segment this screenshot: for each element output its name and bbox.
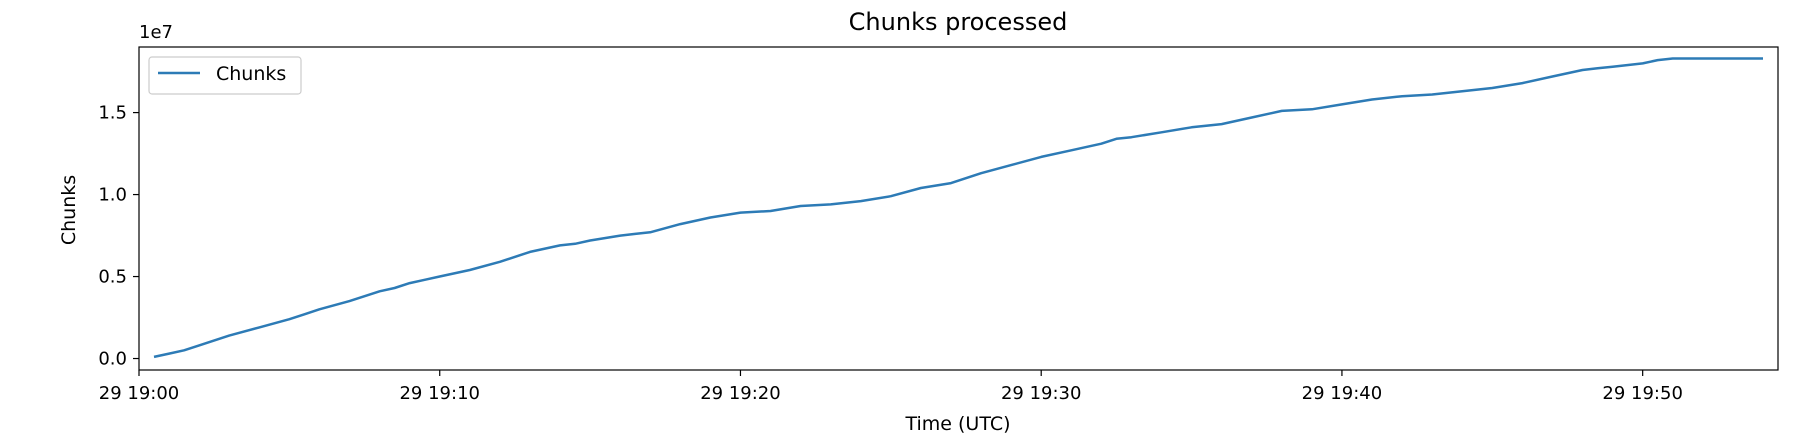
y-tick-label: 1.0: [98, 185, 127, 206]
y-tick-label: 1.5: [98, 103, 127, 124]
chart-title: Chunks processed: [849, 8, 1068, 36]
legend-box: [148, 56, 302, 95]
plot-frame: [138, 46, 1779, 371]
x-tick-label: 29 19:20: [700, 383, 781, 404]
x-tick-label: 29 19:00: [99, 383, 180, 404]
x-axis-label: Time (UTC): [904, 413, 1010, 435]
legend-label: Chunks: [216, 63, 286, 85]
legend: Chunks: [148, 56, 302, 95]
y-scale-label: 1e7: [139, 22, 173, 43]
series-line-0: [153, 57, 1763, 359]
y-tick-label: 0.5: [98, 267, 127, 288]
x-tick-label: 29 19:10: [399, 383, 480, 404]
y-tick-label: 0.0: [98, 349, 127, 370]
x-tick-label: 29 19:40: [1302, 383, 1383, 404]
y-axis-label: Chunks: [58, 175, 80, 245]
x-tick-label: 29 19:30: [1001, 383, 1082, 404]
series-layer: [153, 57, 1763, 359]
x-tick-label: 29 19:50: [1602, 383, 1683, 404]
tick-layer: 29 19:00 29 19:10 29 19:20 29 19:30 29 19:40…: [98, 103, 1683, 404]
